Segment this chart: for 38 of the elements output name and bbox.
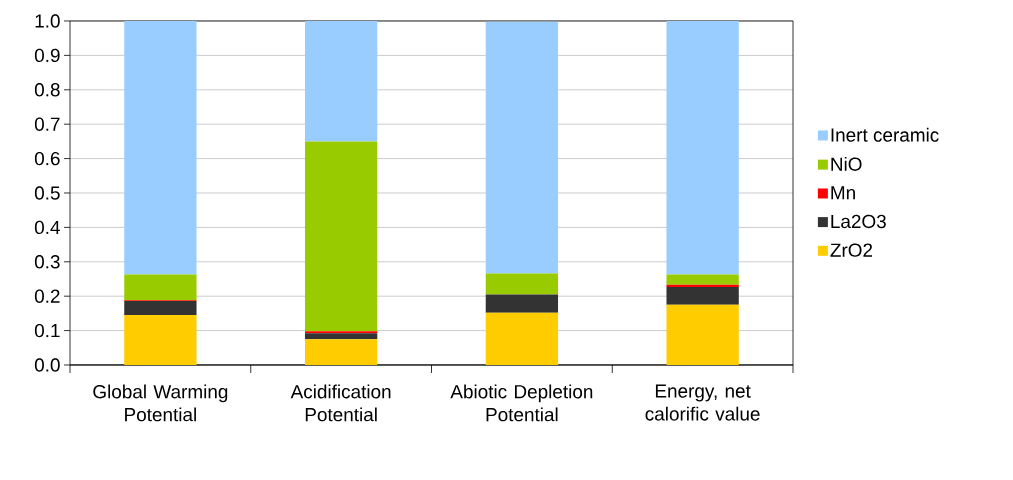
x-tick-label: Acidification Potential [290,384,391,422]
bar [666,284,739,287]
bar [124,315,197,365]
bar [304,141,378,332]
y-tick-label: 0.2 [34,289,60,303]
bar [485,294,559,313]
bar [666,274,739,285]
x-tick-label: Global Warming Potential [93,384,228,422]
bar [485,273,559,295]
y-tick-label: 0.9 [34,48,60,63]
bar [666,304,739,365]
y-tick-label: 1.0 [35,14,60,28]
y-tick-label: 0.3 [34,255,60,269]
bar [124,301,197,316]
bar [304,333,378,340]
legend-label: Inert ceramic [831,127,939,142]
legend-label: ZrO2 [830,243,873,257]
y-tick-label: 0.1 [34,323,60,338]
y-tick-label: 0.4 [34,220,60,235]
bar [666,20,739,275]
x-tick-label: Abiotic Depletion Potential [450,384,593,422]
y-tick-label: 0.8 [34,83,60,97]
bar [304,339,378,365]
y-tick-label: 0.7 [34,117,60,131]
bar [666,286,739,305]
y-tick-label: 0.6 [34,151,60,166]
legend-label: NiO [831,157,862,171]
bar [485,21,559,274]
legend-label: Mn [831,186,855,200]
bar [485,312,559,365]
y-tick-label: 0.5 [34,186,60,200]
x-tick-label: Energy, net calorific value [645,384,760,421]
legend-label: La2O3 [831,214,886,229]
bar [124,274,197,301]
bar [304,20,378,142]
bar [304,331,378,334]
y-tick-label: 0.0 [34,358,60,372]
bar [124,20,197,275]
